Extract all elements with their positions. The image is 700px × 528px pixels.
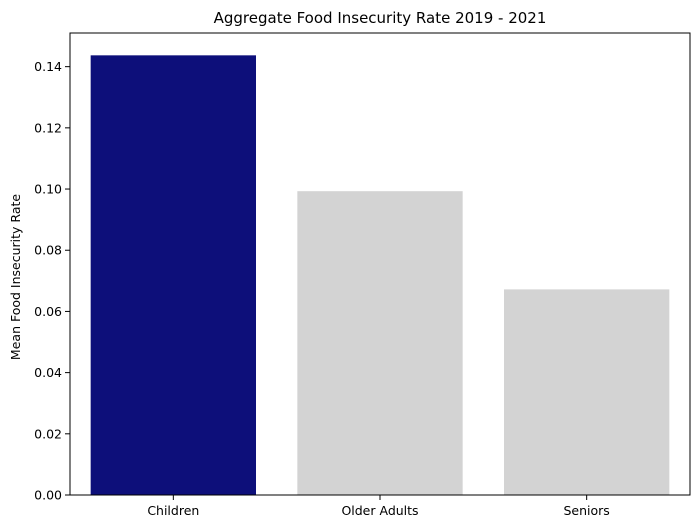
bar-seniors (504, 289, 670, 495)
y-tick-label: 0.10 (34, 182, 62, 197)
chart-title: Aggregate Food Insecurity Rate 2019 - 20… (214, 9, 547, 27)
y-axis-label: Mean Food Insecurity Rate (8, 194, 23, 360)
y-tick-label: 0.04 (34, 365, 62, 380)
y-tick-label: 0.06 (34, 304, 62, 319)
plot-frame (69, 32, 691, 496)
y-tick-label: 0.08 (34, 243, 62, 258)
x-tick-label: Children (147, 503, 199, 518)
x-tick-label: Seniors (564, 503, 610, 518)
plot-area: 0.00 0.02 0.04 0.06 0.08 0.10 0.12 0.14 Children… (34, 55, 670, 518)
x-tick-label: Older Adults (341, 503, 418, 518)
y-tick-label: 0.14 (34, 59, 62, 74)
y-tick-label: 0.00 (34, 488, 62, 503)
bar-children (90, 55, 257, 496)
bar-older-adults (297, 191, 463, 495)
y-tick-label: 0.12 (34, 120, 62, 135)
y-tick-label: 0.02 (34, 426, 62, 441)
